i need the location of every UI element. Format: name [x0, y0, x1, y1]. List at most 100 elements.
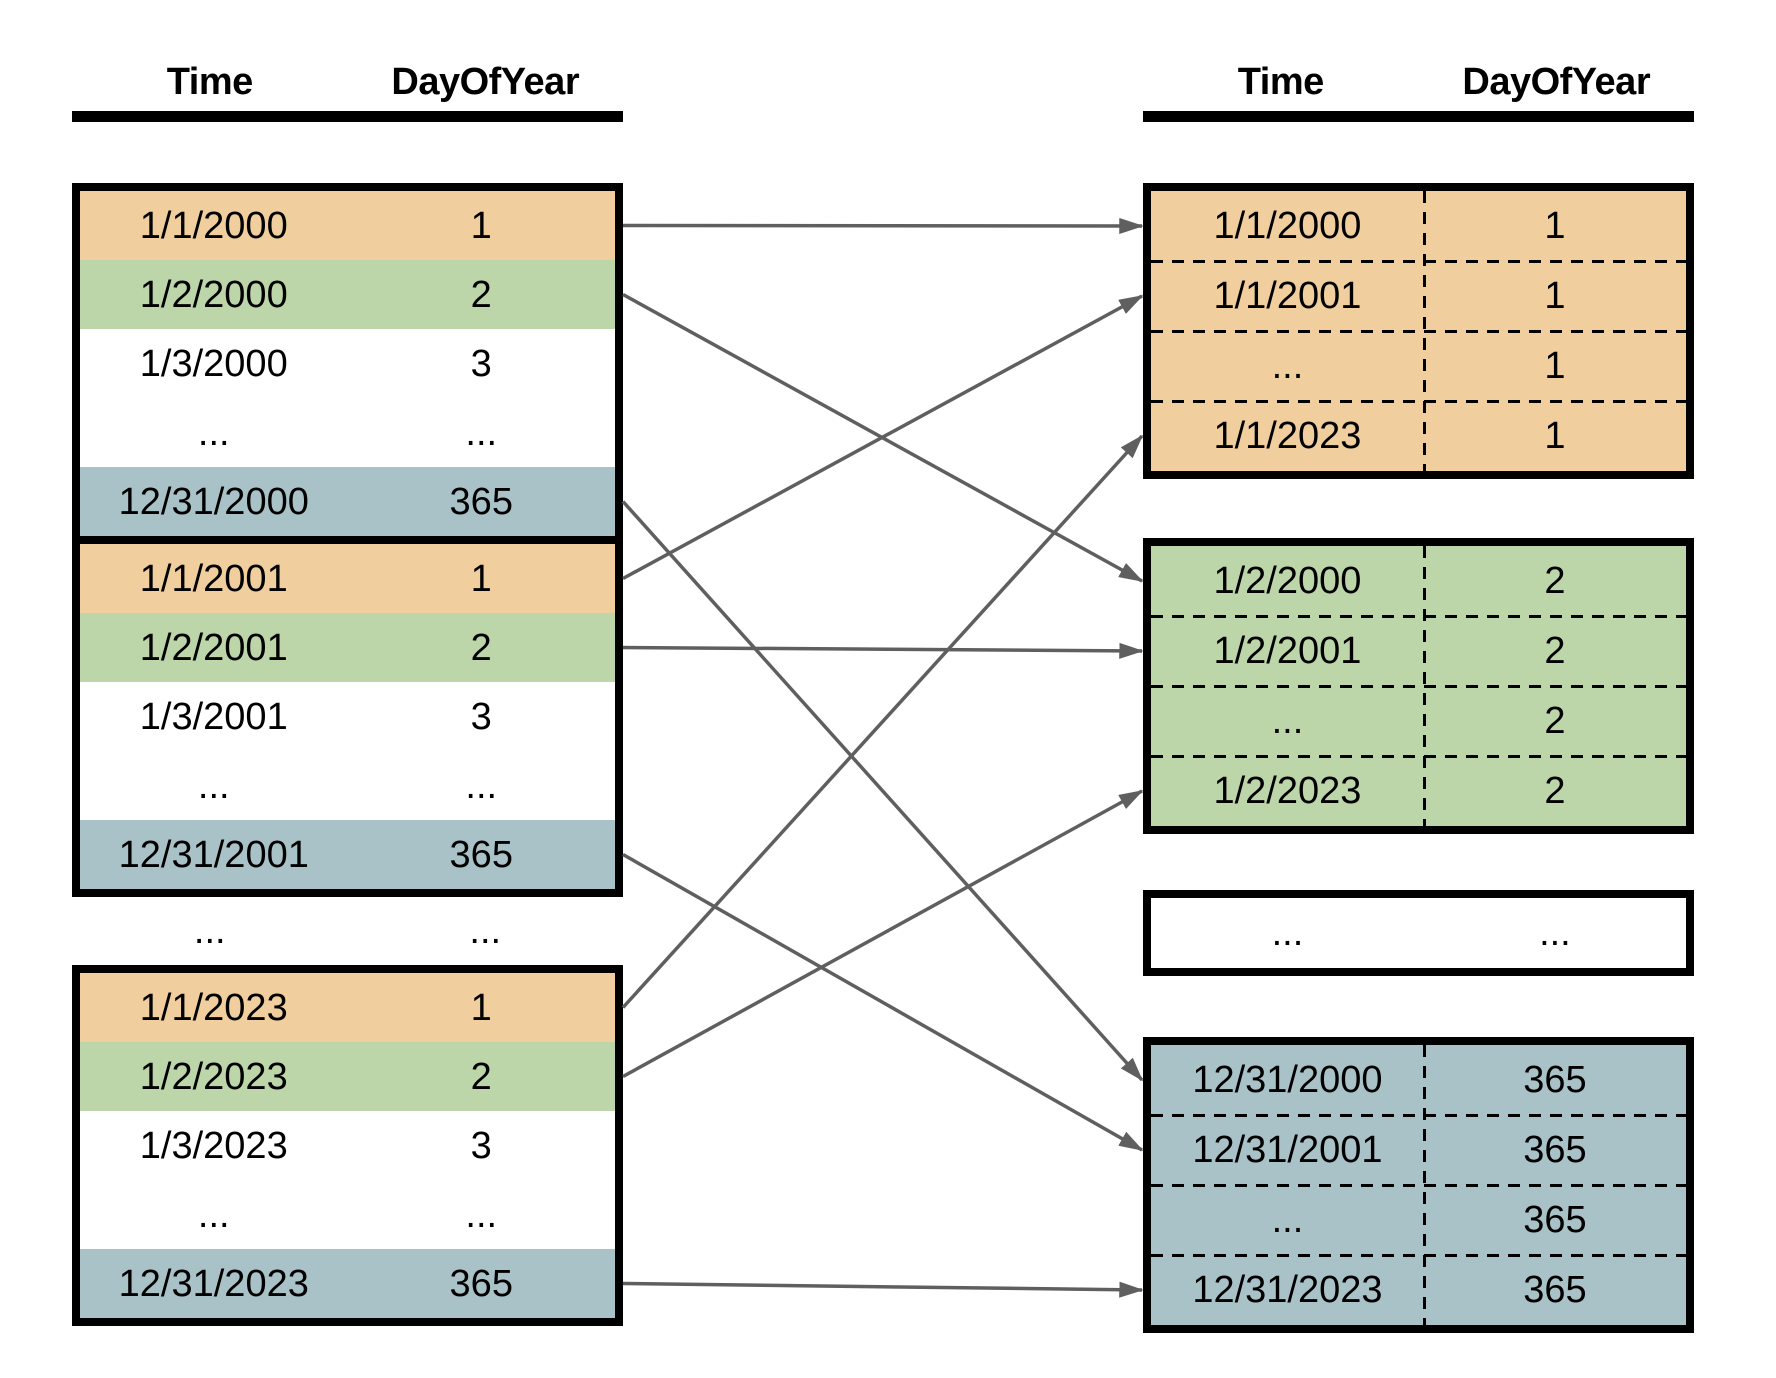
time-cell: 12/31/2001: [1192, 1129, 1383, 1171]
time-cell: 12/31/2000: [1192, 1059, 1383, 1101]
table-row: 1/1/2000 1: [80, 191, 615, 260]
dayofyear-cell: 2: [1544, 560, 1566, 602]
dayofyear-cell: 365: [1523, 1129, 1587, 1171]
time-cell: ...: [1271, 700, 1304, 742]
time-cell: 1/1/2023: [1213, 415, 1362, 457]
time-cell: 1/2/2000: [1213, 560, 1362, 602]
dayofyear-cell: ...: [1539, 912, 1571, 954]
dayofyear-cell: ...: [465, 1193, 498, 1236]
mapping-arrow: [622, 852, 1144, 1152]
time-cell: 12/31/2000: [118, 480, 309, 523]
row-dashed-separator: [1151, 1253, 1686, 1257]
time-cell: 1/3/2001: [139, 695, 288, 738]
table-row: 1/2/2000 2: [80, 260, 615, 329]
dayofyear-cell: ...: [465, 411, 498, 454]
dayofyear-cell: ...: [465, 764, 498, 807]
left-header-underline: [72, 111, 623, 122]
time-cell: 1/3/2000: [139, 342, 288, 385]
right-header-underline: [1143, 111, 1694, 122]
dayofyear-cell: 365: [449, 480, 513, 523]
mapping-arrow: [622, 642, 1144, 659]
time-cell: 1/1/2000: [139, 204, 288, 247]
table-row: 1/3/2000 3: [80, 329, 615, 398]
time-cell: 12/31/2001: [118, 833, 309, 876]
time-cell: 1/1/2023: [139, 986, 288, 1029]
dayofyear-cell: 365: [1523, 1269, 1587, 1311]
left-header-dayofyear-label: DayOfYear: [391, 60, 580, 103]
time-cell: 12/31/2023: [1192, 1269, 1383, 1311]
dayofyear-cell: 365: [1523, 1059, 1587, 1101]
mapping-arrow: [622, 217, 1144, 235]
dayofyear-cell: 365: [1523, 1199, 1587, 1241]
right-header-dayofyear-label: DayOfYear: [1462, 60, 1651, 103]
grouped-table-day1: 1/1/2000 1 1/1/2001 1... 1 1/1/2023 1: [1143, 183, 1694, 479]
source-table-year2000: 1/1/2000 1 1/2/2000 2 1/3/2000 3...... 12/31/2…: [72, 183, 623, 544]
time-cell: ...: [197, 764, 230, 807]
ellipsis-day-cell: ...: [469, 909, 502, 952]
grouped-table-day365: 12/31/2000 365 12/31/2001 365... 365 12/31/20…: [1143, 1037, 1694, 1333]
mapping-arrow: [622, 789, 1144, 1079]
mapping-arrow: [621, 434, 1144, 1009]
source-table-year2001: 1/1/2001 1 1/2/2001 2 1/3/2001 3...... 12/31/2…: [72, 536, 623, 897]
table-row: 12/31/2000 365: [80, 467, 615, 536]
dayofyear-cell: 3: [470, 1124, 492, 1167]
source-table-year2023: 1/1/2023 1 1/2/2023 2 1/3/2023 3...... 12/31/2…: [72, 965, 623, 1326]
row-dashed-separator: [1151, 614, 1686, 618]
table-row: 1/1/2023 1: [1151, 401, 1686, 471]
time-cell: 1/3/2023: [139, 1124, 288, 1167]
time-cell: ...: [1271, 1199, 1304, 1241]
left-header-time-label: Time: [166, 60, 254, 103]
time-cell: ...: [1271, 912, 1304, 954]
table-row: 12/31/2001 365: [1151, 1115, 1686, 1185]
table-row: 1/3/2001 3: [80, 682, 615, 751]
table-row: ......: [80, 1180, 615, 1249]
table-row: 12/31/2023 365: [1151, 1255, 1686, 1325]
time-cell: 1/1/2001: [139, 557, 288, 600]
between-tables-ellipsis-row: ... ...: [72, 899, 623, 963]
dayofyear-cell: 365: [449, 1262, 513, 1305]
ellipsis-time-cell: ...: [193, 909, 226, 952]
table-row: 1/1/2001 1: [80, 544, 615, 613]
table-row: ... 1: [1151, 331, 1686, 401]
dayofyear-cell: 2: [1544, 770, 1566, 812]
row-dashed-separator: [1151, 1113, 1686, 1117]
grouped-table-ellipsis: ......: [1143, 890, 1694, 976]
table-row: 1/2/2023 2: [80, 1042, 615, 1111]
time-cell: 1/2/2000: [139, 273, 288, 316]
dayofyear-cell: 2: [1544, 630, 1566, 672]
table-row: ... 2: [1151, 686, 1686, 756]
table-row: 1/1/2023 1: [80, 973, 615, 1042]
row-dashed-separator: [1151, 399, 1686, 403]
right-table-header: Time DayOfYear: [1143, 56, 1694, 108]
time-cell: 1/1/2000: [1213, 205, 1362, 247]
mapping-arrow: [621, 500, 1144, 1082]
mapping-arrow: [622, 1281, 1144, 1298]
row-dashed-separator: [1151, 329, 1686, 333]
row-dashed-separator: [1151, 1183, 1686, 1187]
dayofyear-cell: 1: [1544, 205, 1566, 247]
dayofyear-cell: 1: [470, 986, 492, 1029]
table-row: 12/31/2001 365: [80, 820, 615, 889]
time-cell: 1/1/2001: [1213, 275, 1362, 317]
time-cell: 1/2/2001: [1213, 630, 1362, 672]
left-table-header: Time DayOfYear: [72, 56, 623, 108]
dayofyear-cell: 1: [1544, 345, 1566, 387]
time-cell: 12/31/2023: [118, 1262, 309, 1305]
time-cell: 1/2/2001: [139, 626, 288, 669]
table-row: 1/1/2000 1: [1151, 191, 1686, 261]
table-row: 1/3/2023 3: [80, 1111, 615, 1180]
dayofyear-cell: 2: [470, 1055, 492, 1098]
mapping-arrow: [622, 294, 1144, 581]
dayofyear-cell: 2: [470, 626, 492, 669]
dayofyear-cell: 3: [470, 342, 492, 385]
table-row: 12/31/2023 365: [80, 1249, 615, 1318]
table-row: 1/2/2001 2: [1151, 616, 1686, 686]
dayofyear-cell: 2: [470, 273, 492, 316]
table-row: ......: [1151, 898, 1686, 968]
right-header-time-label: Time: [1237, 60, 1325, 103]
dayofyear-cell: 1: [470, 557, 492, 600]
time-cell: 1/2/2023: [1213, 770, 1362, 812]
table-row: ... 365: [1151, 1185, 1686, 1255]
table-row: 1/2/2023 2: [1151, 756, 1686, 826]
